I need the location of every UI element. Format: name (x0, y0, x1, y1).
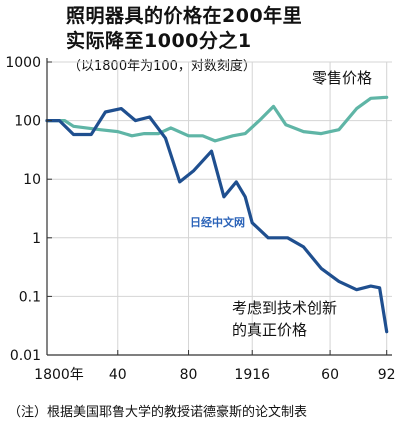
title-line-1: 照明器具的价格在200年里 (66, 5, 303, 27)
y-tick-label: 100 (14, 114, 41, 130)
y-tick-label: 1000 (5, 55, 41, 71)
y-tick-label: 0.1 (19, 289, 41, 305)
chart-subtitle: （以1800年为100，对数刻度） (68, 59, 256, 74)
annotation-true-price-line-1: 考虑到技术创新 (232, 299, 337, 317)
series-line-retail (45, 95, 389, 143)
series-line-true_price (45, 106, 389, 334)
x-tick-label: 1800年 (34, 367, 84, 383)
x-tick-label: 1916 (234, 367, 270, 383)
x-tick-label: 80 (180, 367, 198, 383)
y-tick-label: 1 (32, 231, 41, 247)
label-layer: 1000 100 10 1 0.1 0.01 1800年 40 80 1916 60 92 (5, 55, 395, 383)
title-line-2: 实际降至1000分之1 (66, 30, 252, 52)
y-tick-label: 10 (23, 172, 41, 188)
x-tick-label: 60 (321, 367, 339, 383)
x-tick-label: 92 (378, 367, 396, 383)
series-layer (45, 95, 389, 334)
annotation-true-price-line-2: 的真正价格 (232, 321, 307, 339)
legend-label-retail: 零售价格 (312, 69, 372, 87)
y-tick-label: 0.01 (10, 348, 41, 364)
axis-layer (46, 58, 392, 356)
watermark-logo: 日经中文网 (190, 215, 245, 229)
x-tick-label: 40 (109, 367, 127, 383)
chart-title: 照明器具的价格在200年里 实际降至1000分之1 (66, 4, 302, 54)
grid-layer (47, 61, 392, 355)
chart-footnote: （注）根据美国耶鲁大学的教授诺德豪斯的论文制表 (8, 405, 308, 420)
